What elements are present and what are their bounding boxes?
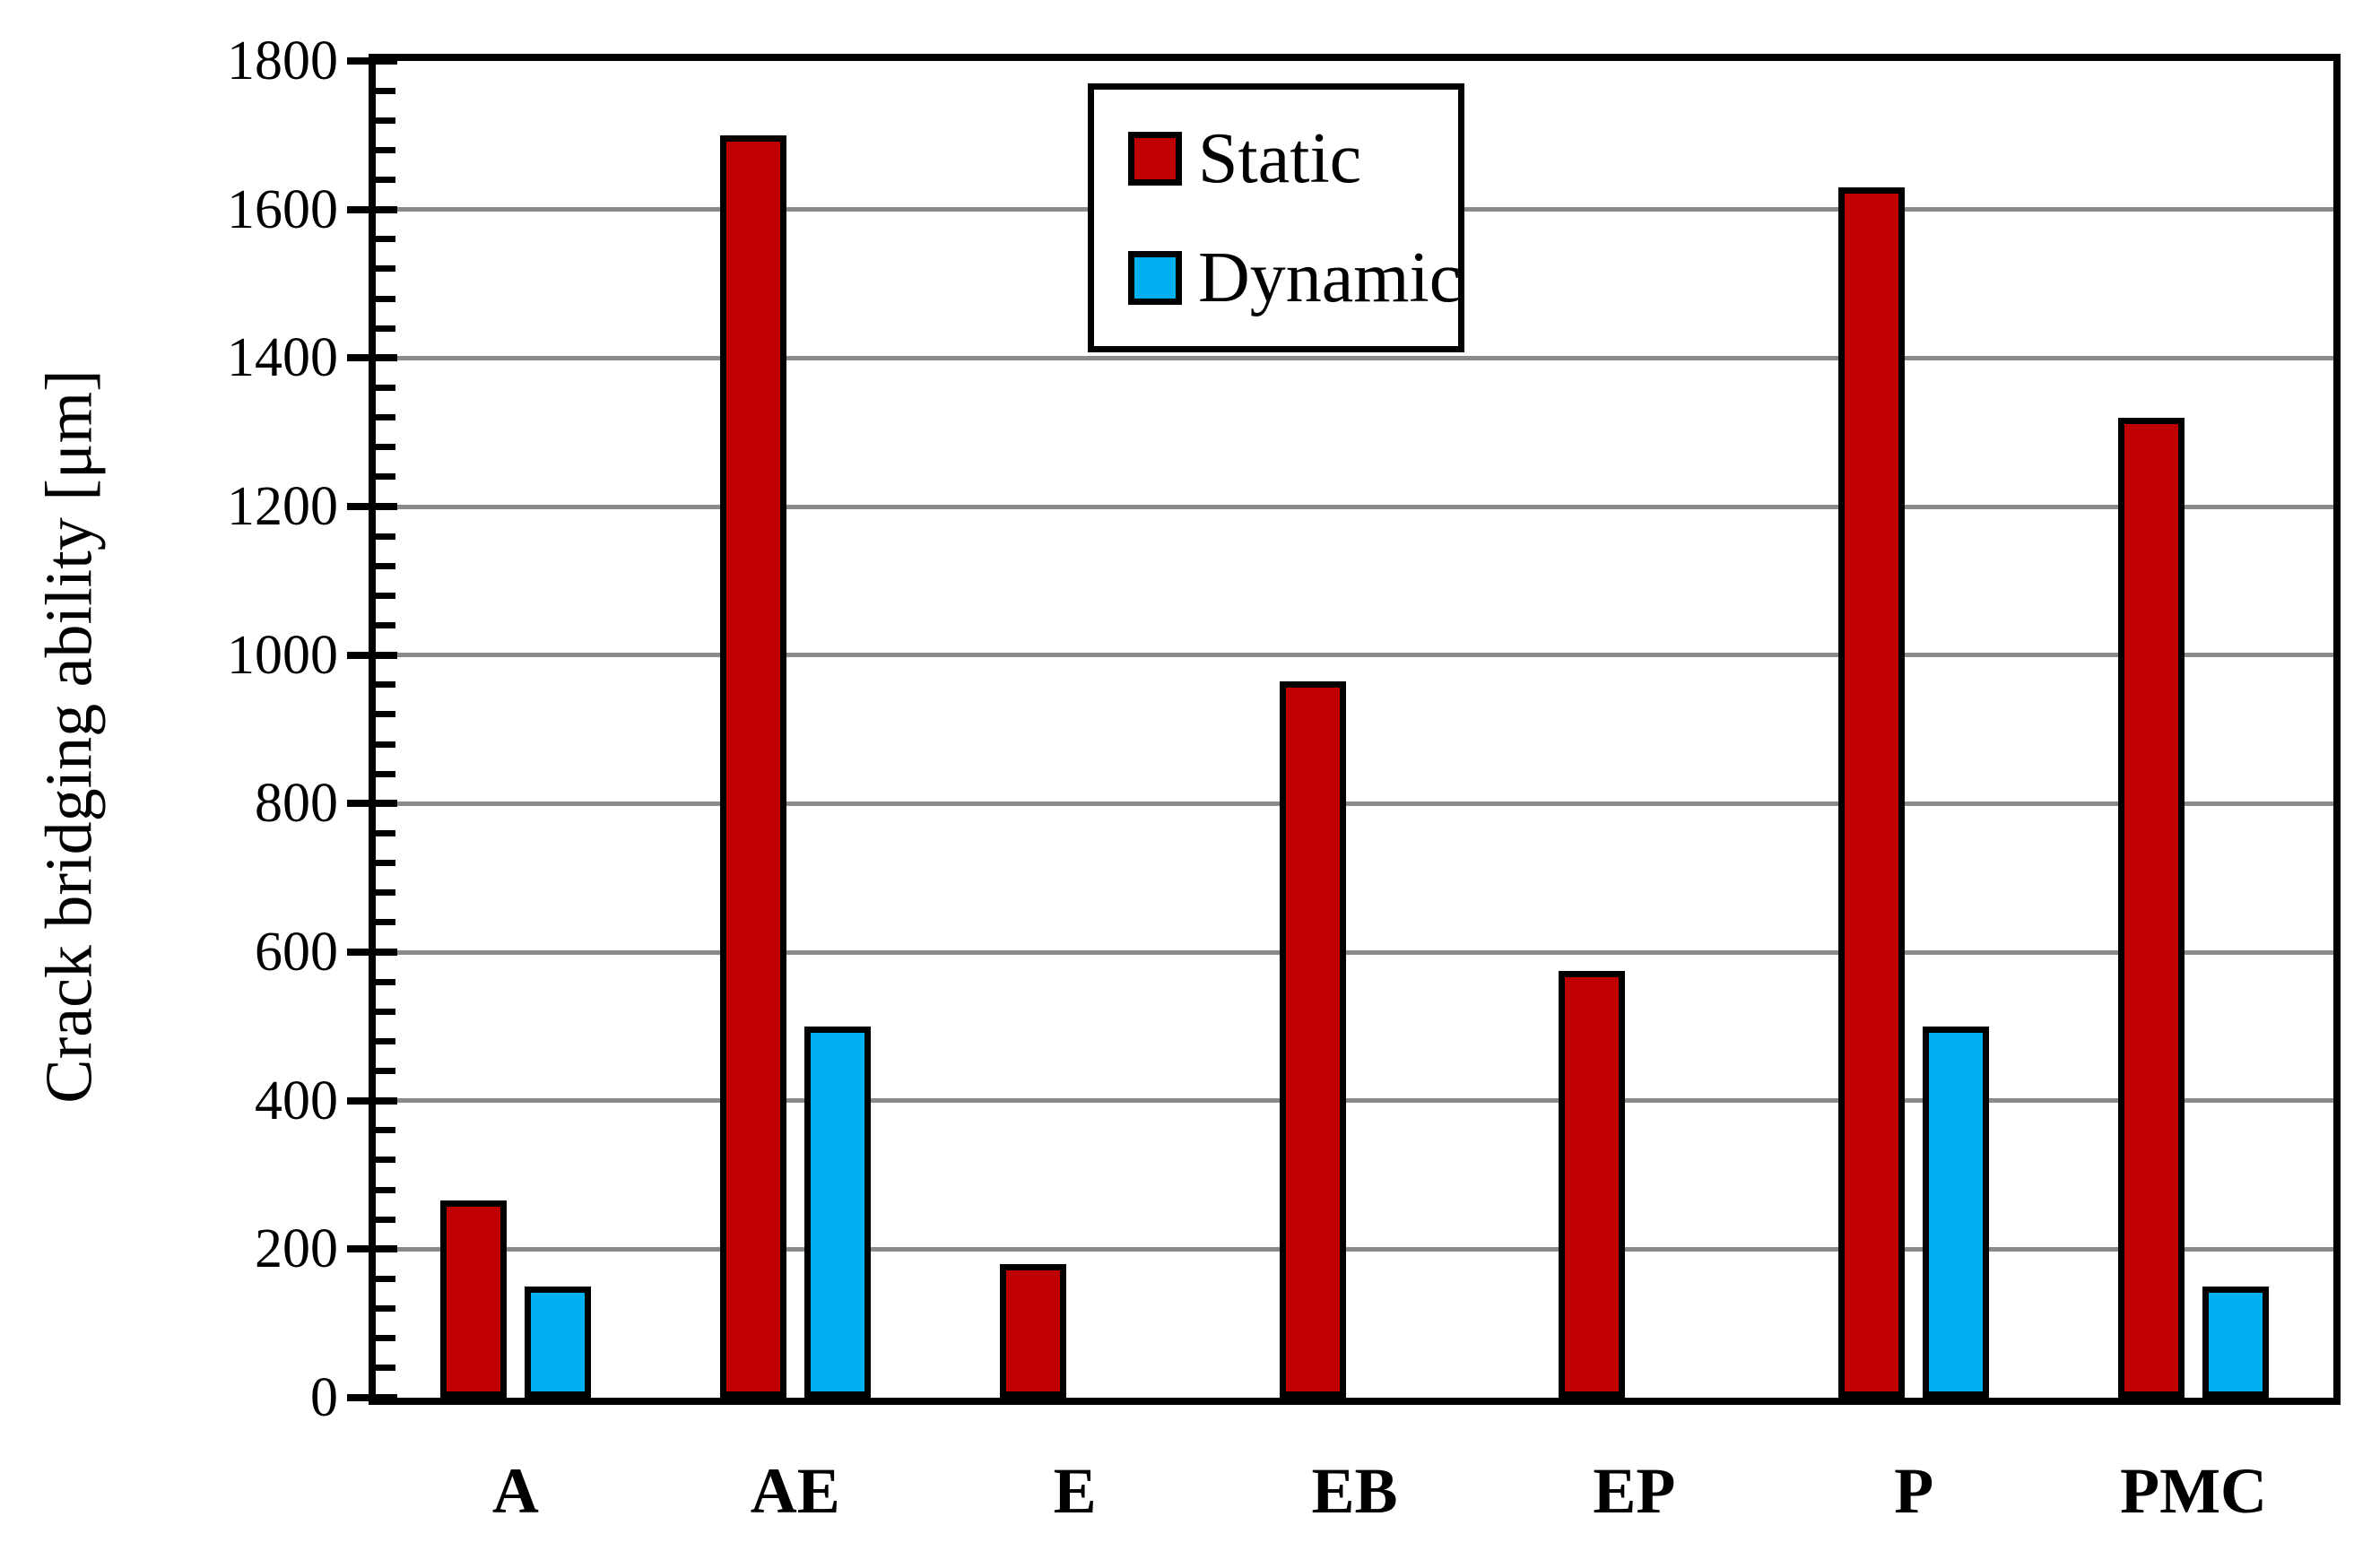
y-minor-tick — [376, 236, 395, 243]
y-tick-label-1400: 1400 — [227, 327, 338, 389]
static-swatch-icon — [1128, 131, 1182, 186]
y-minor-tick — [376, 1216, 395, 1223]
x-category-label-EP: EP — [1593, 1455, 1676, 1527]
y-minor-tick — [376, 1157, 395, 1164]
y-major-tick-200 — [347, 1245, 397, 1253]
x-category-label-A: A — [491, 1455, 539, 1527]
y-minor-tick — [376, 117, 395, 124]
y-minor-tick — [376, 889, 395, 897]
dynamic-bar-P — [1923, 1027, 1990, 1398]
y-tick-label-600: 600 — [255, 922, 338, 983]
static-bar-EB — [1279, 681, 1346, 1398]
y-minor-tick — [376, 741, 395, 748]
dynamic-bar-A — [524, 1287, 591, 1398]
y-minor-tick — [376, 1186, 395, 1193]
y-gridline-200 — [376, 1246, 2333, 1252]
y-gridline-1400 — [376, 355, 2333, 360]
static-bar-A — [439, 1200, 507, 1398]
y-major-tick-400 — [347, 1096, 397, 1105]
y-axis-title: Crack bridging ability [μm] — [32, 369, 107, 1104]
y-tick-label-1000: 1000 — [227, 624, 338, 686]
y-tick-label-1800: 1800 — [227, 30, 338, 91]
y-minor-tick — [376, 562, 395, 569]
y-minor-tick — [376, 473, 395, 481]
x-category-label-P: P — [1894, 1455, 1934, 1527]
y-major-tick-800 — [347, 800, 397, 808]
y-tick-label-400: 400 — [255, 1070, 338, 1131]
y-minor-tick — [376, 711, 395, 718]
y-minor-tick — [376, 1037, 395, 1044]
y-minor-tick — [376, 325, 395, 332]
y-minor-tick — [376, 1068, 395, 1075]
y-minor-tick — [376, 1365, 395, 1372]
y-major-tick-1200 — [347, 503, 397, 510]
static-bar-AE — [719, 135, 786, 1398]
y-gridline-800 — [376, 801, 2333, 806]
static-bar-PMC — [2118, 418, 2185, 1398]
static-bar-P — [1838, 187, 1906, 1398]
y-major-tick-600 — [347, 949, 397, 956]
y-tick-label-800: 800 — [255, 773, 338, 835]
y-tick-label-200: 200 — [255, 1218, 338, 1280]
y-major-tick-1800 — [347, 57, 397, 65]
x-category-label-EB: EB — [1311, 1455, 1398, 1527]
dynamic-bar-PMC — [2202, 1287, 2270, 1398]
y-minor-tick — [376, 1008, 395, 1015]
y-major-tick-1400 — [347, 354, 397, 362]
y-tick-label-1600: 1600 — [227, 178, 338, 240]
y-minor-tick — [376, 681, 395, 689]
y-minor-tick — [376, 1305, 395, 1313]
y-minor-tick — [376, 146, 395, 153]
static-bar-EP — [1559, 971, 1626, 1398]
y-gridline-1000 — [376, 653, 2333, 658]
y-minor-tick — [376, 919, 395, 926]
y-minor-tick — [376, 265, 395, 273]
y-gridline-600 — [376, 949, 2333, 955]
dynamic-swatch-icon — [1128, 250, 1182, 305]
x-category-label-AE: AE — [750, 1455, 840, 1527]
y-minor-tick — [376, 592, 395, 599]
y-minor-tick — [376, 177, 395, 184]
y-minor-tick — [376, 444, 395, 451]
dynamic-bar-AE — [803, 1027, 871, 1398]
x-category-label-E: E — [1053, 1455, 1097, 1527]
y-major-tick-1600 — [347, 205, 397, 213]
y-major-tick-1000 — [347, 651, 397, 659]
y-tick-label-1200: 1200 — [227, 476, 338, 537]
legend-label: Dynamic — [1198, 238, 1462, 317]
y-minor-tick — [376, 1127, 395, 1134]
y-minor-tick — [376, 414, 395, 421]
y-minor-tick — [376, 384, 395, 391]
y-tick-label-0: 0 — [310, 1367, 338, 1428]
y-minor-tick — [376, 829, 395, 836]
y-major-tick-0 — [347, 1394, 397, 1401]
legend-item-static: Static — [1128, 123, 1458, 195]
y-gridline-400 — [376, 1098, 2333, 1104]
legend-item-dynamic: Dynamic — [1128, 238, 1462, 317]
y-minor-tick — [376, 770, 395, 777]
legend: Static Dynamic — [1088, 83, 1464, 352]
y-minor-tick — [376, 295, 395, 302]
static-bar-E — [999, 1264, 1066, 1398]
y-minor-tick — [376, 1335, 395, 1342]
legend-label: Static — [1198, 118, 1362, 198]
y-minor-tick — [376, 87, 395, 94]
y-minor-tick — [376, 533, 395, 540]
y-gridline-1200 — [376, 504, 2333, 509]
y-minor-tick — [376, 1275, 395, 1282]
x-category-label-PMC: PMC — [2120, 1455, 2268, 1527]
y-minor-tick — [376, 622, 395, 629]
y-minor-tick — [376, 978, 395, 985]
y-minor-tick — [376, 860, 395, 867]
